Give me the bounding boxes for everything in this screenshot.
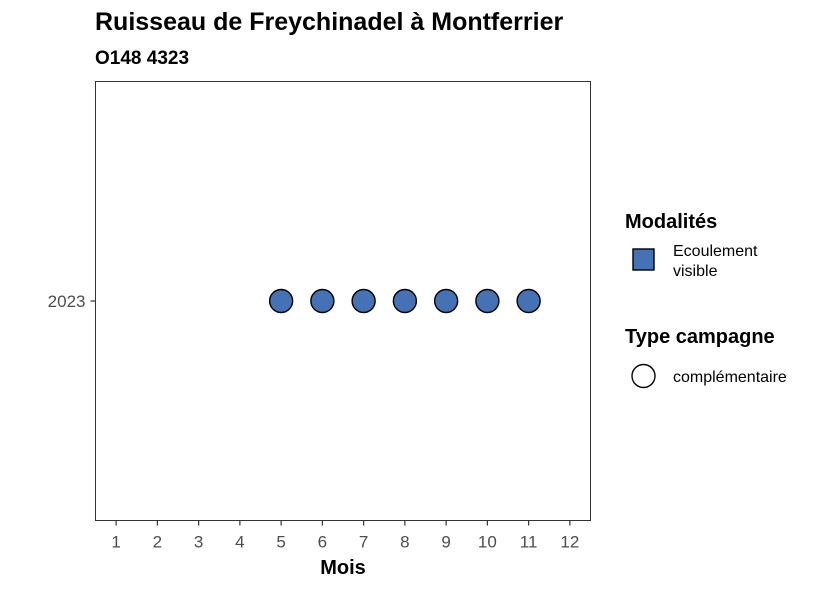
data-point [392,288,418,314]
data-point [268,288,294,314]
legend: Modalités Ecoulement visible Type campag… [625,211,787,389]
x-tick-label: 4 [235,533,244,552]
legend-shape-title: Type campagne [625,326,775,348]
chart-title: Ruisseau de Freychinadel à Montferrier [95,8,563,36]
x-axis: 1 2 3 4 5 6 7 8 9 10 11 12 [111,520,579,552]
x-tick-label: 7 [359,533,368,552]
x-tick-label: 10 [478,533,497,552]
x-tick-label: 12 [560,533,579,552]
y-axis: 2023 [48,292,96,311]
legend-fill-label-line-1: Ecoulement [673,243,758,260]
y-tick-label: 2023 [48,292,86,311]
data-point [516,288,541,314]
legend-fill-key [632,248,655,271]
legend-fill-label-line-2: visible [673,263,718,280]
chart-subtitle: O148 4323 [95,48,189,69]
legend-shape-label: complémentaire [673,369,787,386]
plot-panel [95,81,591,521]
x-tick-label: 6 [318,533,327,552]
x-tick-label: 2 [153,533,162,552]
x-tick-label: 9 [441,533,450,552]
x-tick-label: 3 [194,533,203,552]
data-point [351,288,376,314]
x-tick-label: 11 [520,533,538,552]
x-axis-title: Mois [320,557,366,579]
data-point [433,288,459,314]
x-tick-label: 1 [111,533,120,552]
x-tick-label: 8 [400,533,409,552]
data-point [475,288,500,314]
data-points [268,288,541,314]
legend-shape-key [631,363,656,389]
x-tick-label: 5 [276,533,285,552]
data-point [310,288,335,314]
legend-fill-title: Modalités [625,211,717,233]
